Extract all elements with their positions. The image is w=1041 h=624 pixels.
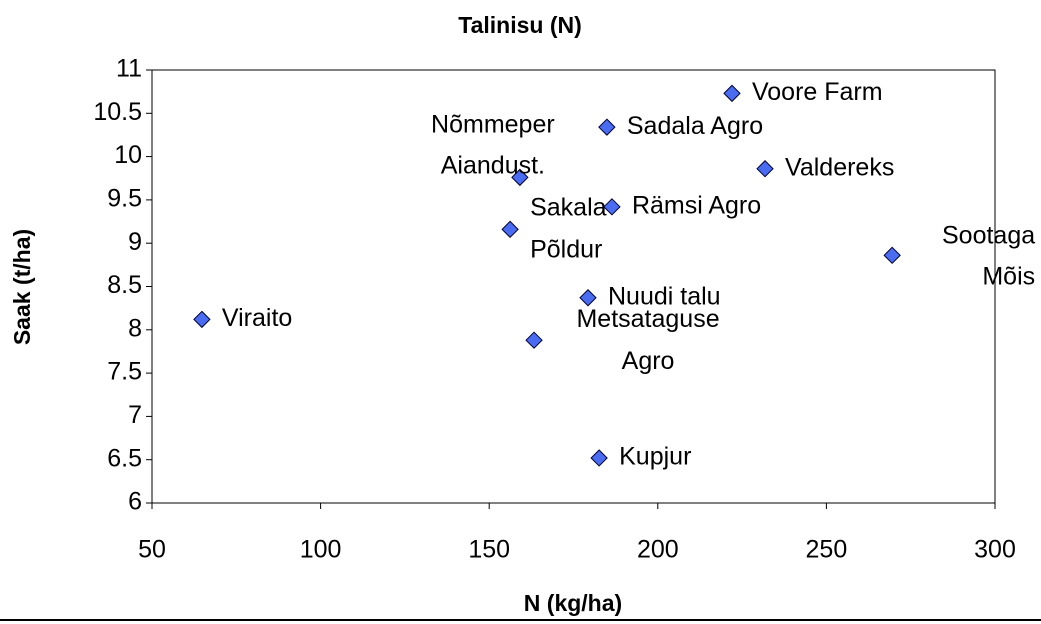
point [525,331,543,349]
x-tick-label: 250 [806,536,848,564]
point [883,246,901,265]
point-label: Nuudi talu [608,282,721,310]
point-label: Rämsi Agro [632,191,761,219]
chart-title: Talinisu (N) [458,12,582,38]
y-tick-label: 7 [128,401,142,429]
point-label-line: Põldur [530,235,602,263]
point-label: Viraito [222,304,292,332]
x-tick-label: 50 [138,536,166,564]
point-label: Sakala Põldur [530,193,607,263]
point [579,289,597,307]
y-tick-label: 11 [116,55,142,83]
point [598,118,616,136]
point [501,220,519,239]
y-tick-label: 9.5 [107,185,142,213]
point-label: Nõmmeper Aiandust. [431,110,555,179]
point-label: Kupjur [619,443,691,471]
point [193,310,211,329]
y-tick-label: 10 [114,141,142,169]
x-tick-label: 150 [468,536,510,564]
point [723,84,741,103]
plot-area [151,69,996,504]
point [756,160,774,178]
x-tick-label: 300 [974,536,1016,564]
point-label-line: Sootaga [942,221,1035,249]
x-axis-title: N (kg/ha) [524,590,622,616]
point-label-line: Agro [622,347,675,375]
x-tick-label: 200 [637,536,679,564]
point-label-line: Metsataguse [576,305,719,333]
y-tick-label: 8.5 [107,271,142,299]
point-label: Sootaga Mõis [942,221,1035,290]
y-tick-label: 6.5 [107,444,142,472]
point-label-line: Mõis [982,262,1035,290]
point [511,168,529,187]
x-tick-label: 100 [300,536,342,564]
point [590,449,608,467]
point-label-line: Nõmmeper [431,110,555,138]
y-tick-label: 8 [128,314,142,342]
y-tick-label: 9 [128,228,142,256]
point [603,198,621,216]
y-tick-label: 6 [128,488,142,516]
point-label: Metsataguse Agro [576,305,719,375]
y-tick-label: 10.5 [93,98,142,126]
point-label-line: Aiandust. [441,151,545,179]
y-tick-label: 7.5 [107,358,142,386]
point-label: Sadala Agro [627,112,763,140]
y-axis-title: Saak (t/ha) [9,229,35,345]
point-label: Valdereks [785,153,894,181]
point-label-line: Sakala [530,193,607,221]
point-label: Voore Farm [752,78,883,106]
